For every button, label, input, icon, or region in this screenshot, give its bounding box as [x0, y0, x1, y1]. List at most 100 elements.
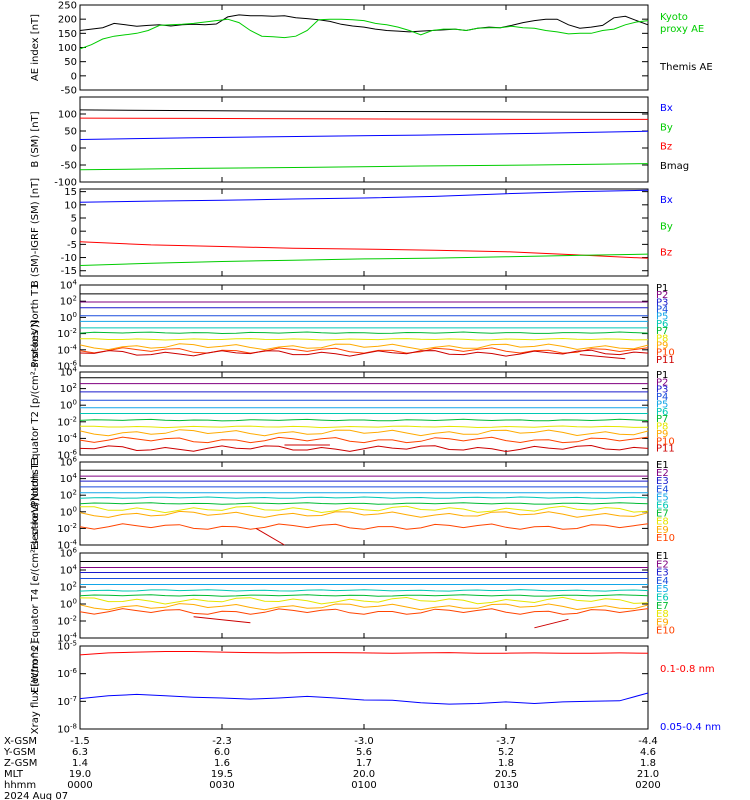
channel-label: P10 [656, 348, 675, 359]
channel-label: P9 [656, 429, 668, 440]
channel-label: P11 [656, 444, 675, 455]
channel-label: P4 [656, 392, 668, 403]
ephemeris-value: -1.5 [70, 736, 90, 747]
channel-label: P9 [656, 340, 668, 351]
channel-label: E3 [656, 568, 669, 579]
y-tick-label: 10-4 [57, 432, 77, 445]
y-tick-label: -15 [61, 266, 77, 277]
y-tick-label: 10-4 [57, 343, 77, 356]
y-axis-label: Electrons North T3 [30, 457, 41, 550]
series-line [79, 253, 649, 266]
ephemeris-row-label: MLT [4, 769, 24, 780]
y-tick-label: 102 [60, 581, 77, 594]
legend-entry: Bx [660, 195, 673, 206]
y-axis-label: B (SM) [nT] [30, 111, 41, 167]
y-tick-label: 10-7 [57, 695, 77, 708]
channel-label: E7 [656, 601, 669, 612]
y-tick-label: 100 [58, 110, 77, 121]
channel-label: P6 [656, 319, 668, 330]
channel-label: E7 [656, 509, 669, 520]
ephemeris-row-label: hhmm [4, 780, 36, 791]
channel-label: E2 [656, 468, 669, 479]
y-tick-label: 100 [60, 598, 77, 611]
y-tick-label: 100 [60, 311, 77, 324]
y-tick-label: 10 [64, 200, 77, 211]
channel-label: P3 [656, 385, 668, 396]
legend-entry: By [660, 122, 673, 133]
series-line [79, 130, 649, 140]
series-line [79, 18, 649, 50]
y-tick-label: 104 [60, 366, 78, 379]
channel-line [79, 343, 649, 351]
channel-label: P11 [656, 355, 675, 366]
ephemeris-value: 1.8 [498, 758, 514, 769]
ephemeris-value: 1.6 [214, 758, 230, 769]
ephemeris-value: 1.8 [640, 758, 656, 769]
y-tick-label: 100 [60, 505, 77, 518]
y-tick-label: -5 [67, 240, 77, 251]
channel-label: P7 [656, 326, 668, 337]
channel-label: P2 [656, 377, 668, 388]
ephemeris-value: 0130 [493, 780, 518, 791]
y-tick-label: 10-4 [57, 632, 77, 645]
y-tick-label: 10-2 [57, 615, 77, 628]
ephemeris-value: 0100 [351, 780, 376, 791]
y-axis-label: Protons North T1 [30, 283, 41, 367]
partial-segment [534, 618, 569, 629]
y-tick-label: 50 [64, 57, 77, 68]
panel-8: 10-5 10-6 10-7 10-8 Xray flux [W/m^2] 0.1-0.8… [30, 640, 721, 736]
channel-label: P5 [656, 312, 668, 323]
y-tick-label: 104 [60, 564, 78, 577]
panel-5: 104 102 100 10-2 10-4 10-6 Protons Equator T2 … [30, 320, 675, 507]
ephemeris-value: 5.2 [498, 747, 514, 758]
y-tick-label: 10-2 [57, 327, 77, 340]
y-tick-label: 100 [60, 399, 77, 412]
series-line [79, 109, 649, 114]
y-tick-label: -50 [61, 86, 77, 97]
y-tick-label: 104 [60, 472, 78, 485]
ephemeris-value: 5.6 [356, 747, 372, 758]
channel-line [79, 608, 649, 615]
y-tick-label: 10-6 [57, 449, 77, 462]
legend-entry: Bx [660, 103, 673, 114]
ephemeris-value: -3.0 [354, 736, 374, 747]
ephemeris-row-label: X-GSM [4, 736, 37, 747]
y-tick-label: 10-6 [57, 667, 77, 680]
channel-label: P1 [656, 370, 668, 381]
y-tick-label: 10-6 [57, 360, 77, 373]
partial-segment [255, 527, 285, 546]
legend-entry: Bz [660, 248, 672, 259]
legend-entry: By [660, 221, 673, 232]
y-tick-label: 5 [71, 214, 77, 225]
partial-segment [579, 354, 626, 360]
channel-label: E10 [656, 626, 675, 637]
channel-line [79, 444, 649, 453]
ephemeris-date: 2024 Aug 07 [4, 791, 68, 800]
channel-label: E6 [656, 593, 669, 604]
ephemeris-value: 20.5 [495, 769, 517, 780]
y-tick-label: 0 [71, 144, 77, 155]
channel-line [79, 603, 649, 611]
channel-label: E8 [656, 517, 669, 528]
channel-line [79, 589, 649, 592]
channel-label: P6 [656, 407, 668, 418]
channel-label: P8 [656, 422, 668, 433]
channel-label: E2 [656, 559, 669, 570]
ephemeris-value: 0030 [209, 780, 234, 791]
channel-label: E9 [656, 617, 669, 628]
channel-label: E3 [656, 476, 669, 487]
ephemeris-value: 6.0 [214, 747, 230, 758]
y-tick-label: -10 [61, 253, 77, 264]
ephemeris-value: -4.4 [638, 736, 658, 747]
channel-line [80, 337, 649, 341]
channel-line [79, 594, 649, 597]
ephemeris-value: 6.3 [72, 747, 88, 758]
partial-segment [193, 616, 251, 624]
channel-line [79, 596, 649, 605]
ephemeris-row-label: Z-GSM [4, 758, 37, 769]
panel-2: 100 50 0 -50 -100 B (SM) [nT] Bx By Bz Bmag [30, 96, 689, 189]
panel-6: 106 104 102 100 10-2 10-4 Electrons North T3 E1… [30, 456, 675, 552]
channel-label: P10 [656, 436, 675, 447]
